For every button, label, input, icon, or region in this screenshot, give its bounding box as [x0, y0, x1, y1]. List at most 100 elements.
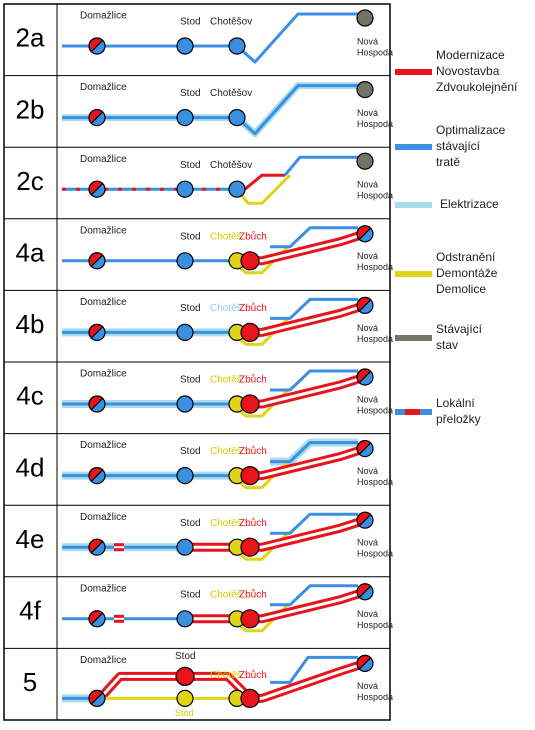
station — [240, 322, 260, 342]
station-label: Chotěš — [210, 518, 242, 529]
station-label: Nová — [357, 538, 378, 548]
legend-text: Demolice — [436, 282, 486, 296]
row-label: 2a — [16, 23, 45, 53]
station-half — [88, 252, 104, 268]
station-half — [356, 440, 372, 456]
station-label: Domažlice — [80, 297, 127, 308]
station-label: Hospoda — [357, 47, 393, 57]
station-half — [356, 225, 372, 241]
station-label: Hospoda — [357, 477, 393, 487]
station-label: Chotěš — [210, 231, 242, 242]
station-label: Stod — [180, 88, 201, 99]
station — [228, 180, 246, 198]
row-label: 4e — [16, 524, 45, 554]
legend-text: Modernizace — [436, 48, 505, 62]
legend-text: Novostavba — [436, 64, 500, 78]
legend-text: Zdvoukolejnění — [436, 80, 518, 94]
station-half — [88, 395, 104, 411]
station-half — [88, 467, 104, 483]
station-half — [88, 538, 104, 554]
legend-swatch — [395, 409, 405, 415]
track — [270, 297, 358, 320]
station — [175, 666, 195, 687]
station — [176, 689, 194, 708]
station-half — [88, 689, 104, 705]
station-half — [356, 296, 372, 312]
station-label: Zbůch — [239, 517, 267, 529]
station-label: Chotěš — [210, 303, 242, 314]
track — [270, 655, 358, 684]
station-half — [88, 180, 104, 196]
station-label: Domažlice — [80, 440, 127, 451]
station — [176, 395, 194, 413]
station-label: Domažlice — [80, 154, 127, 165]
row-label: 2b — [16, 94, 45, 124]
station — [176, 538, 194, 556]
legend-text: Lokální — [436, 396, 475, 410]
station-label: Zbůch — [239, 230, 267, 242]
station-label: Hospoda — [357, 692, 393, 702]
station — [228, 108, 246, 127]
station-half — [356, 368, 372, 384]
station-label: Stod — [180, 17, 201, 28]
station-half — [88, 109, 104, 125]
station — [176, 467, 194, 485]
station — [356, 152, 374, 170]
legend-text: Odstranění — [436, 250, 496, 264]
row-label: 4f — [19, 595, 41, 625]
station-label: Chotěš — [210, 375, 242, 386]
station-label: Hospoda — [357, 191, 393, 201]
station-half — [88, 323, 104, 339]
legend-swatch — [395, 271, 432, 277]
station-label: Domažlice — [80, 225, 127, 236]
station-label: Stod — [180, 231, 201, 242]
station — [240, 688, 260, 709]
track — [98, 674, 252, 700]
station — [176, 108, 194, 127]
track — [283, 155, 365, 177]
station-label: Zbůch — [239, 302, 267, 314]
station-half — [356, 654, 372, 670]
station-label: Stod — [180, 160, 201, 171]
station — [176, 180, 194, 198]
station-half — [356, 511, 372, 527]
legend-swatch — [395, 335, 432, 341]
station-label: Stod — [180, 375, 201, 386]
station — [176, 252, 194, 270]
station-label: Nová — [357, 108, 378, 118]
station-label: Nová — [357, 251, 378, 261]
station — [240, 251, 260, 271]
station-label: Domažlice — [80, 369, 127, 380]
track — [270, 584, 358, 607]
station — [240, 466, 260, 486]
legend-swatch — [405, 409, 420, 415]
station-label: Nová — [357, 180, 378, 190]
station-label: Chotěš — [210, 670, 242, 681]
station-label: Hospoda — [357, 334, 393, 344]
station-label: Stod — [180, 589, 201, 600]
station — [356, 9, 374, 27]
station-label: Hospoda — [357, 405, 393, 415]
legend-swatch — [395, 144, 432, 150]
station — [356, 80, 374, 99]
station-label: Chotěšov — [210, 88, 252, 99]
station-label: Zbůch — [239, 588, 267, 600]
station-label: Nová — [357, 466, 378, 476]
legend-text: Elektrizace — [440, 197, 499, 211]
station-label: Chotěš — [210, 589, 242, 600]
station — [240, 609, 260, 629]
station-label: Zbůch — [239, 669, 267, 681]
legend-swatch — [420, 409, 432, 415]
station-label: Chotěšov — [210, 17, 252, 28]
track — [270, 512, 358, 535]
station — [228, 37, 246, 55]
station-label: Hospoda — [357, 549, 393, 559]
row-label: 2c — [16, 166, 43, 196]
legend-text: stav — [436, 338, 458, 352]
legend-text: Demontáže — [436, 266, 498, 280]
row-label: 4b — [16, 309, 45, 339]
station-label: Stod — [175, 651, 196, 662]
station-label: Domažlice — [80, 655, 127, 666]
station-label: Nová — [357, 609, 378, 619]
